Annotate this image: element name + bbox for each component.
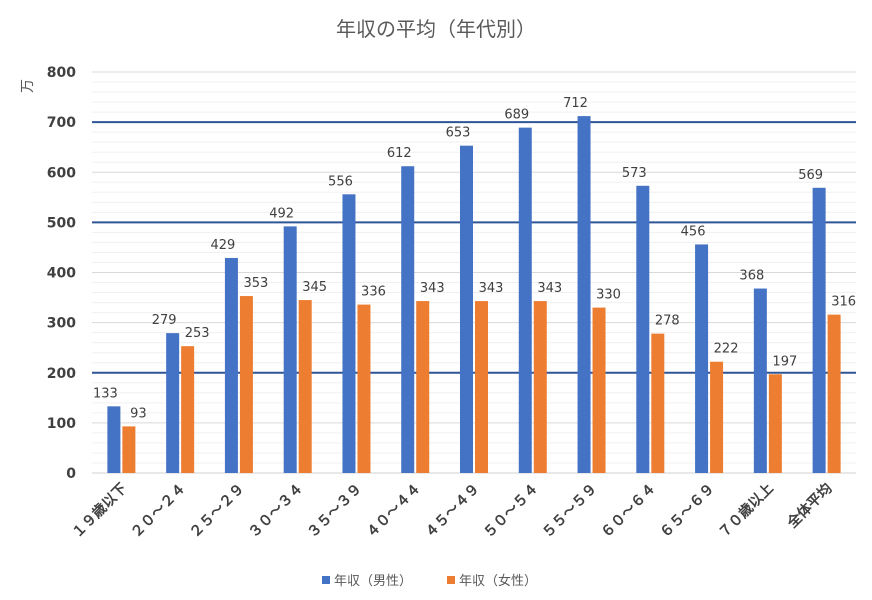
x-axis-ticks: １９歳以下２０～２４２５～２９３０～３４３５～３９４０～４４４５～４９５０～５４… bbox=[69, 480, 836, 542]
x-tick-label: ３０～３４ bbox=[246, 481, 307, 542]
bar-male bbox=[753, 288, 767, 473]
x-tick-label: ４５～４９ bbox=[422, 481, 483, 542]
data-label-female: 343 bbox=[479, 281, 504, 296]
x-tick-label: １９歳以下 bbox=[69, 480, 131, 542]
data-label-female: 93 bbox=[130, 406, 147, 421]
data-label-female: 330 bbox=[596, 288, 621, 303]
y-tick-label: 400 bbox=[47, 266, 76, 282]
data-label-female: 336 bbox=[361, 285, 386, 300]
y-tick-label: 200 bbox=[47, 366, 76, 382]
bar-male bbox=[166, 333, 180, 473]
gridlines bbox=[92, 71, 856, 474]
bar-female bbox=[827, 314, 841, 473]
bar-female bbox=[357, 304, 371, 473]
legend-entry: 年収（女性） bbox=[459, 573, 537, 589]
x-tick-label: ６０～６４ bbox=[598, 481, 659, 542]
bar-female bbox=[122, 426, 136, 473]
data-label-male: 573 bbox=[622, 166, 647, 181]
y-axis-unit-label: 万 bbox=[20, 79, 36, 93]
y-tick-label: 500 bbox=[47, 215, 76, 231]
bar-male bbox=[401, 166, 415, 474]
y-tick-label: 0 bbox=[66, 466, 76, 482]
data-label-male: 456 bbox=[681, 224, 706, 239]
bar-female bbox=[181, 346, 195, 473]
data-labels: 133 93 279 253 429 353 492 345 556 336 612 343 653 34… bbox=[93, 96, 856, 421]
bar-male bbox=[695, 244, 709, 473]
data-label-male: 429 bbox=[211, 238, 236, 253]
bar-male bbox=[636, 185, 650, 473]
bar-female bbox=[298, 300, 312, 473]
data-label-male: 653 bbox=[446, 126, 471, 141]
data-label-male: 492 bbox=[269, 206, 294, 221]
bar-male bbox=[812, 187, 826, 473]
y-tick-label: 100 bbox=[47, 416, 76, 432]
y-tick-label: 800 bbox=[47, 65, 76, 81]
bar-female bbox=[416, 301, 430, 473]
legend-swatch bbox=[447, 576, 455, 584]
bars bbox=[107, 116, 841, 474]
bar-female bbox=[533, 301, 547, 473]
bar-male bbox=[283, 226, 297, 473]
bar-female bbox=[475, 301, 488, 473]
y-axis-ticks: 0 100 200 300 400 500 600 700 800 bbox=[47, 65, 76, 482]
data-label-male: 368 bbox=[739, 269, 764, 284]
bar-female bbox=[768, 374, 782, 473]
bar-male bbox=[577, 116, 591, 474]
data-label-male: 612 bbox=[387, 146, 412, 161]
data-label-female: 253 bbox=[185, 326, 210, 341]
x-tick-label: 全体平均 bbox=[783, 480, 835, 532]
y-tick-label: 300 bbox=[47, 316, 76, 332]
x-tick-label: ５０～５４ bbox=[481, 481, 542, 542]
data-label-female: 278 bbox=[655, 314, 680, 329]
data-label-male: 569 bbox=[798, 168, 823, 183]
data-label-female: 316 bbox=[831, 295, 856, 310]
bar-male bbox=[107, 406, 121, 473]
legend-entry: 年収（男性） bbox=[334, 574, 412, 589]
chart-title: 年収の平均（年代別） bbox=[336, 17, 536, 41]
data-label-male: 556 bbox=[328, 174, 353, 189]
bar-male bbox=[224, 257, 238, 473]
bar-female bbox=[651, 333, 665, 473]
data-label-female: 343 bbox=[537, 281, 562, 296]
bar-male bbox=[460, 145, 473, 473]
x-tick-label: ４０～４４ bbox=[363, 481, 424, 542]
bar-female bbox=[592, 307, 606, 473]
data-label-male: 689 bbox=[504, 108, 529, 123]
data-label-female: 353 bbox=[244, 276, 269, 291]
y-tick-label: 700 bbox=[47, 115, 76, 131]
x-tick-label: ５５～５９ bbox=[540, 481, 601, 542]
bar-male bbox=[342, 194, 356, 473]
data-label-male: 712 bbox=[563, 96, 588, 111]
x-tick-label: ２５～２９ bbox=[187, 481, 248, 542]
data-label-female: 345 bbox=[302, 280, 327, 295]
bar-male bbox=[518, 127, 532, 474]
data-label-male: 279 bbox=[152, 313, 177, 328]
y-tick-label: 600 bbox=[47, 165, 76, 181]
x-tick-label: ２０～２４ bbox=[128, 481, 189, 542]
x-tick-label: ７０歳以上 bbox=[715, 480, 777, 542]
legend: 年収（男性） 年収（女性） bbox=[322, 573, 537, 589]
data-label-female: 222 bbox=[714, 342, 739, 357]
x-tick-label: ６５～６９ bbox=[657, 481, 718, 542]
x-tick-label: ３５～３９ bbox=[304, 481, 365, 542]
bar-female bbox=[710, 361, 724, 473]
data-label-male: 133 bbox=[93, 386, 118, 401]
data-label-female: 343 bbox=[420, 281, 445, 296]
data-label-female: 197 bbox=[772, 354, 797, 369]
legend-swatch bbox=[322, 576, 330, 584]
bar-female bbox=[239, 296, 253, 473]
